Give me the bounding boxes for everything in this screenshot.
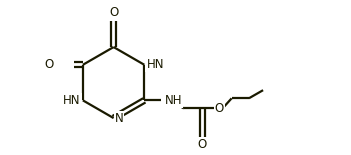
Text: HN: HN (63, 94, 81, 107)
Text: O: O (198, 138, 207, 151)
Text: HN: HN (146, 58, 164, 71)
Text: NH: NH (165, 94, 182, 107)
Text: O: O (215, 102, 224, 115)
Text: N: N (115, 112, 123, 125)
Text: O: O (109, 6, 118, 19)
Text: O: O (45, 58, 54, 71)
